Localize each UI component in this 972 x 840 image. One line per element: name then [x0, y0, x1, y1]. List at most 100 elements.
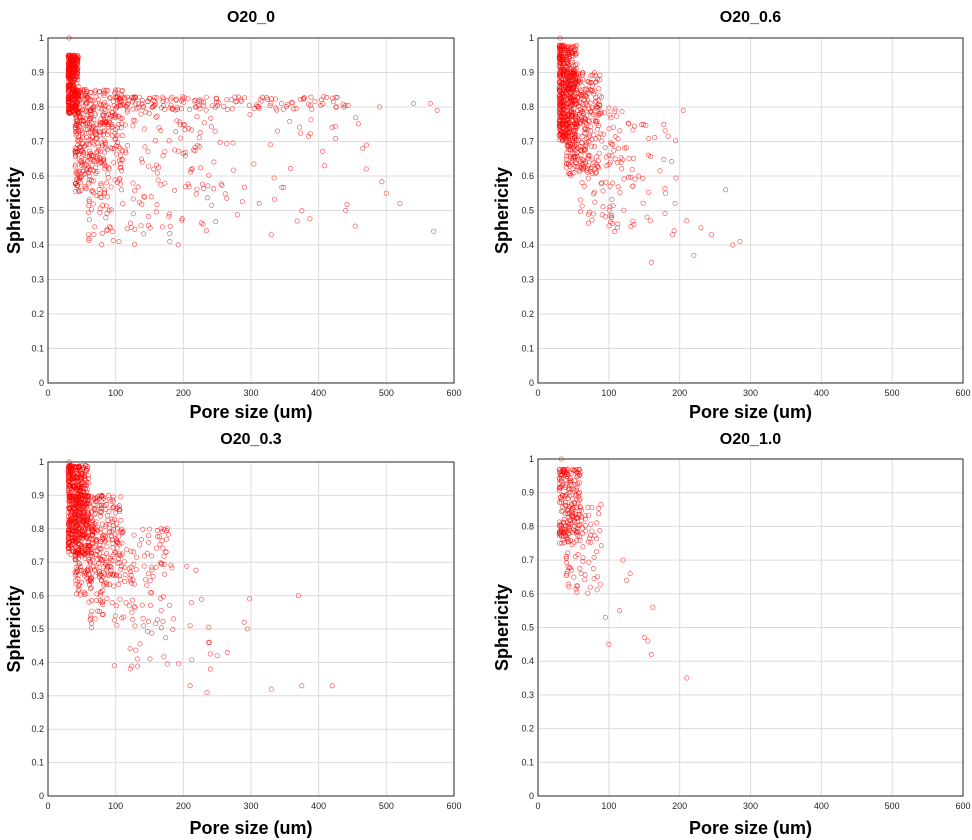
data-point	[81, 171, 87, 177]
data-point	[120, 201, 126, 207]
data-point	[82, 492, 88, 498]
data-point	[566, 143, 572, 149]
data-point	[581, 183, 587, 189]
data-point	[288, 166, 294, 172]
data-point	[88, 89, 94, 95]
data-point	[644, 214, 650, 220]
data-point	[99, 521, 105, 527]
data-point	[117, 551, 123, 557]
data-point	[117, 508, 123, 514]
data-point	[299, 683, 305, 689]
data-point	[116, 102, 122, 108]
data-point	[557, 97, 563, 103]
y-tick-label: 0	[39, 378, 44, 388]
data-point	[625, 120, 631, 126]
data-point	[111, 551, 117, 557]
axes-border	[47, 37, 455, 384]
data-point	[96, 545, 102, 551]
data-point	[628, 174, 634, 180]
data-point	[89, 521, 95, 527]
data-point	[583, 100, 589, 106]
data-point	[639, 122, 645, 128]
data-point	[103, 180, 109, 186]
data-point	[160, 98, 166, 104]
data-point	[591, 144, 597, 150]
data-point	[120, 529, 126, 535]
data-point	[75, 540, 81, 546]
data-point	[128, 548, 134, 554]
data-point	[124, 226, 130, 232]
data-point	[105, 88, 111, 94]
data-point	[146, 110, 152, 116]
data-point	[113, 89, 119, 95]
data-point	[583, 139, 589, 145]
data-point	[206, 624, 212, 630]
data-point	[108, 557, 114, 563]
data-point	[81, 163, 87, 169]
x-tick-label: 0	[535, 801, 540, 811]
data-point	[196, 135, 202, 141]
data-point	[558, 494, 564, 500]
data-point	[81, 550, 87, 556]
data-point	[107, 95, 113, 101]
data-point	[559, 497, 565, 503]
data-point	[185, 181, 191, 187]
data-point	[602, 110, 608, 116]
axes-border	[537, 458, 964, 797]
data-point	[198, 220, 204, 226]
data-point	[65, 471, 71, 477]
data-point	[83, 126, 89, 132]
data-point	[608, 115, 614, 121]
data-point	[85, 497, 91, 503]
data-point	[207, 651, 213, 657]
data-point	[69, 55, 75, 61]
data-point	[607, 159, 613, 165]
data-point	[149, 590, 155, 596]
data-point	[224, 195, 230, 201]
data-point	[333, 104, 339, 110]
data-point	[152, 138, 158, 144]
data-point	[588, 88, 594, 94]
data-point	[94, 136, 100, 142]
x-tick-label: 200	[176, 388, 191, 398]
scatter-panel-1: 0 100 200 300 400 500 600 0 0.1 0.2 0.3 0.4 0.5 0.6 0.…	[4, 9, 462, 422]
data-point	[140, 526, 146, 532]
data-point	[127, 575, 133, 581]
data-point	[575, 529, 581, 535]
data-point	[569, 71, 575, 77]
data-point	[81, 568, 87, 574]
data-point	[557, 110, 563, 116]
data-point	[79, 483, 85, 489]
data-point	[577, 120, 583, 126]
data-point	[630, 218, 636, 224]
data-point	[585, 504, 591, 510]
data-point	[610, 180, 616, 186]
data-point	[105, 513, 111, 519]
data-point	[119, 187, 125, 193]
data-point	[279, 184, 285, 190]
data-point	[582, 143, 588, 149]
data-point	[67, 464, 73, 470]
data-point	[586, 559, 592, 565]
data-point	[168, 562, 174, 568]
y-tick-label: 0.9	[521, 68, 534, 78]
data-point	[99, 242, 105, 248]
data-point	[579, 180, 585, 186]
data-point	[73, 529, 79, 535]
data-point	[321, 94, 327, 100]
data-point	[81, 88, 87, 94]
data-points	[556, 35, 743, 265]
data-point	[139, 101, 145, 107]
data-point	[593, 112, 599, 118]
data-point	[572, 150, 578, 156]
data-point	[606, 152, 612, 158]
data-point	[116, 96, 122, 102]
data-point	[591, 191, 597, 197]
data-point	[180, 151, 186, 157]
data-point	[94, 155, 100, 161]
y-tick-label: 0.9	[31, 68, 44, 78]
data-point	[216, 100, 222, 106]
data-point	[575, 552, 581, 558]
data-point	[623, 577, 629, 583]
data-point	[576, 480, 582, 486]
